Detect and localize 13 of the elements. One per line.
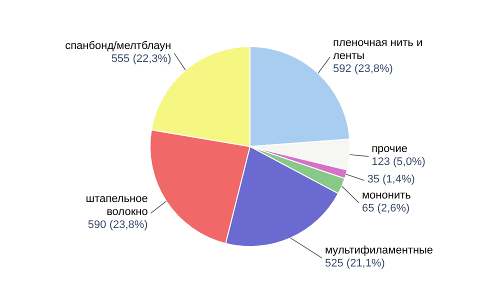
- data-label: 590 (23,8%): [88, 219, 148, 232]
- data-label: 555 (22,3%): [111, 52, 172, 65]
- data-label: 123 (5,0%): [372, 156, 426, 168]
- slice-label: пленочная нить и ленты: [333, 37, 423, 62]
- slice-label: спанбонд/мелтблаун: [65, 40, 172, 52]
- data-label: 592 (23,8%): [333, 63, 393, 76]
- slice-label: штапельное волокно: [86, 193, 148, 218]
- slice-label: мультифиламентные: [325, 244, 434, 257]
- slice-label: мононить: [362, 189, 412, 202]
- data-label: 65 (2,6%): [362, 202, 410, 214]
- data-label: 35 (1,4%): [367, 173, 415, 186]
- data-label: 525 (21,1%): [325, 258, 385, 270]
- slice-label: прочие: [372, 142, 408, 155]
